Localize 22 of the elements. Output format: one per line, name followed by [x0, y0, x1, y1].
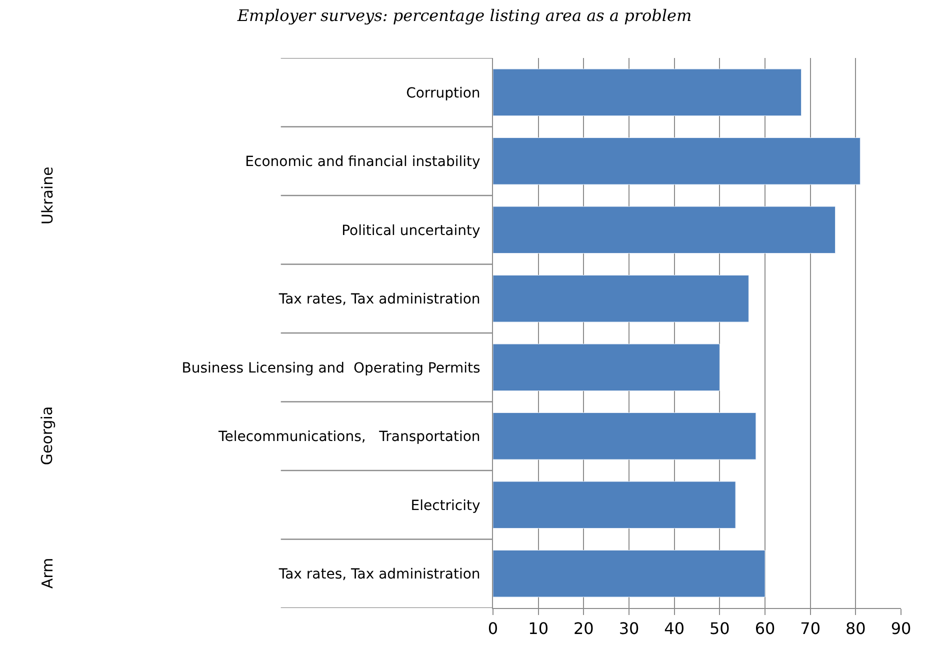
x-tick-label: 40: [664, 619, 685, 638]
x-tick-label: 0: [488, 619, 498, 638]
x-tick-label: 50: [709, 619, 730, 638]
x-tick-label: 30: [618, 619, 640, 638]
chart-title: Employer surveys: percentage listing area as a problem: [236, 6, 692, 26]
x-tick-label: 60: [754, 619, 776, 638]
y-tick-label: Electricity: [410, 498, 490, 514]
y-tick-label: Business Licensing and Operating Permits: [182, 360, 490, 376]
y-tick-label: Corruption: [406, 85, 490, 102]
text: Arm: [38, 558, 56, 589]
text: Georgia: [38, 406, 56, 466]
text: Ukraine: [38, 166, 57, 225]
y-tick-label: Economic and financial instability: [245, 154, 490, 170]
x-tick-label: 10: [528, 619, 549, 638]
x-tick-label: 80: [845, 619, 866, 638]
y-tick-label: Tax rates, Tax administration: [278, 566, 490, 583]
y-tick-label: Telecommunications, Transportation: [218, 429, 490, 446]
x-tick-label: 20: [573, 619, 594, 638]
x-tick-label: 90: [890, 619, 912, 638]
y-tick-label: Tax rates, Tax administration: [278, 292, 490, 308]
y-tick-label: Political uncertainty: [342, 222, 490, 239]
x-tick-label: 70: [800, 619, 821, 638]
